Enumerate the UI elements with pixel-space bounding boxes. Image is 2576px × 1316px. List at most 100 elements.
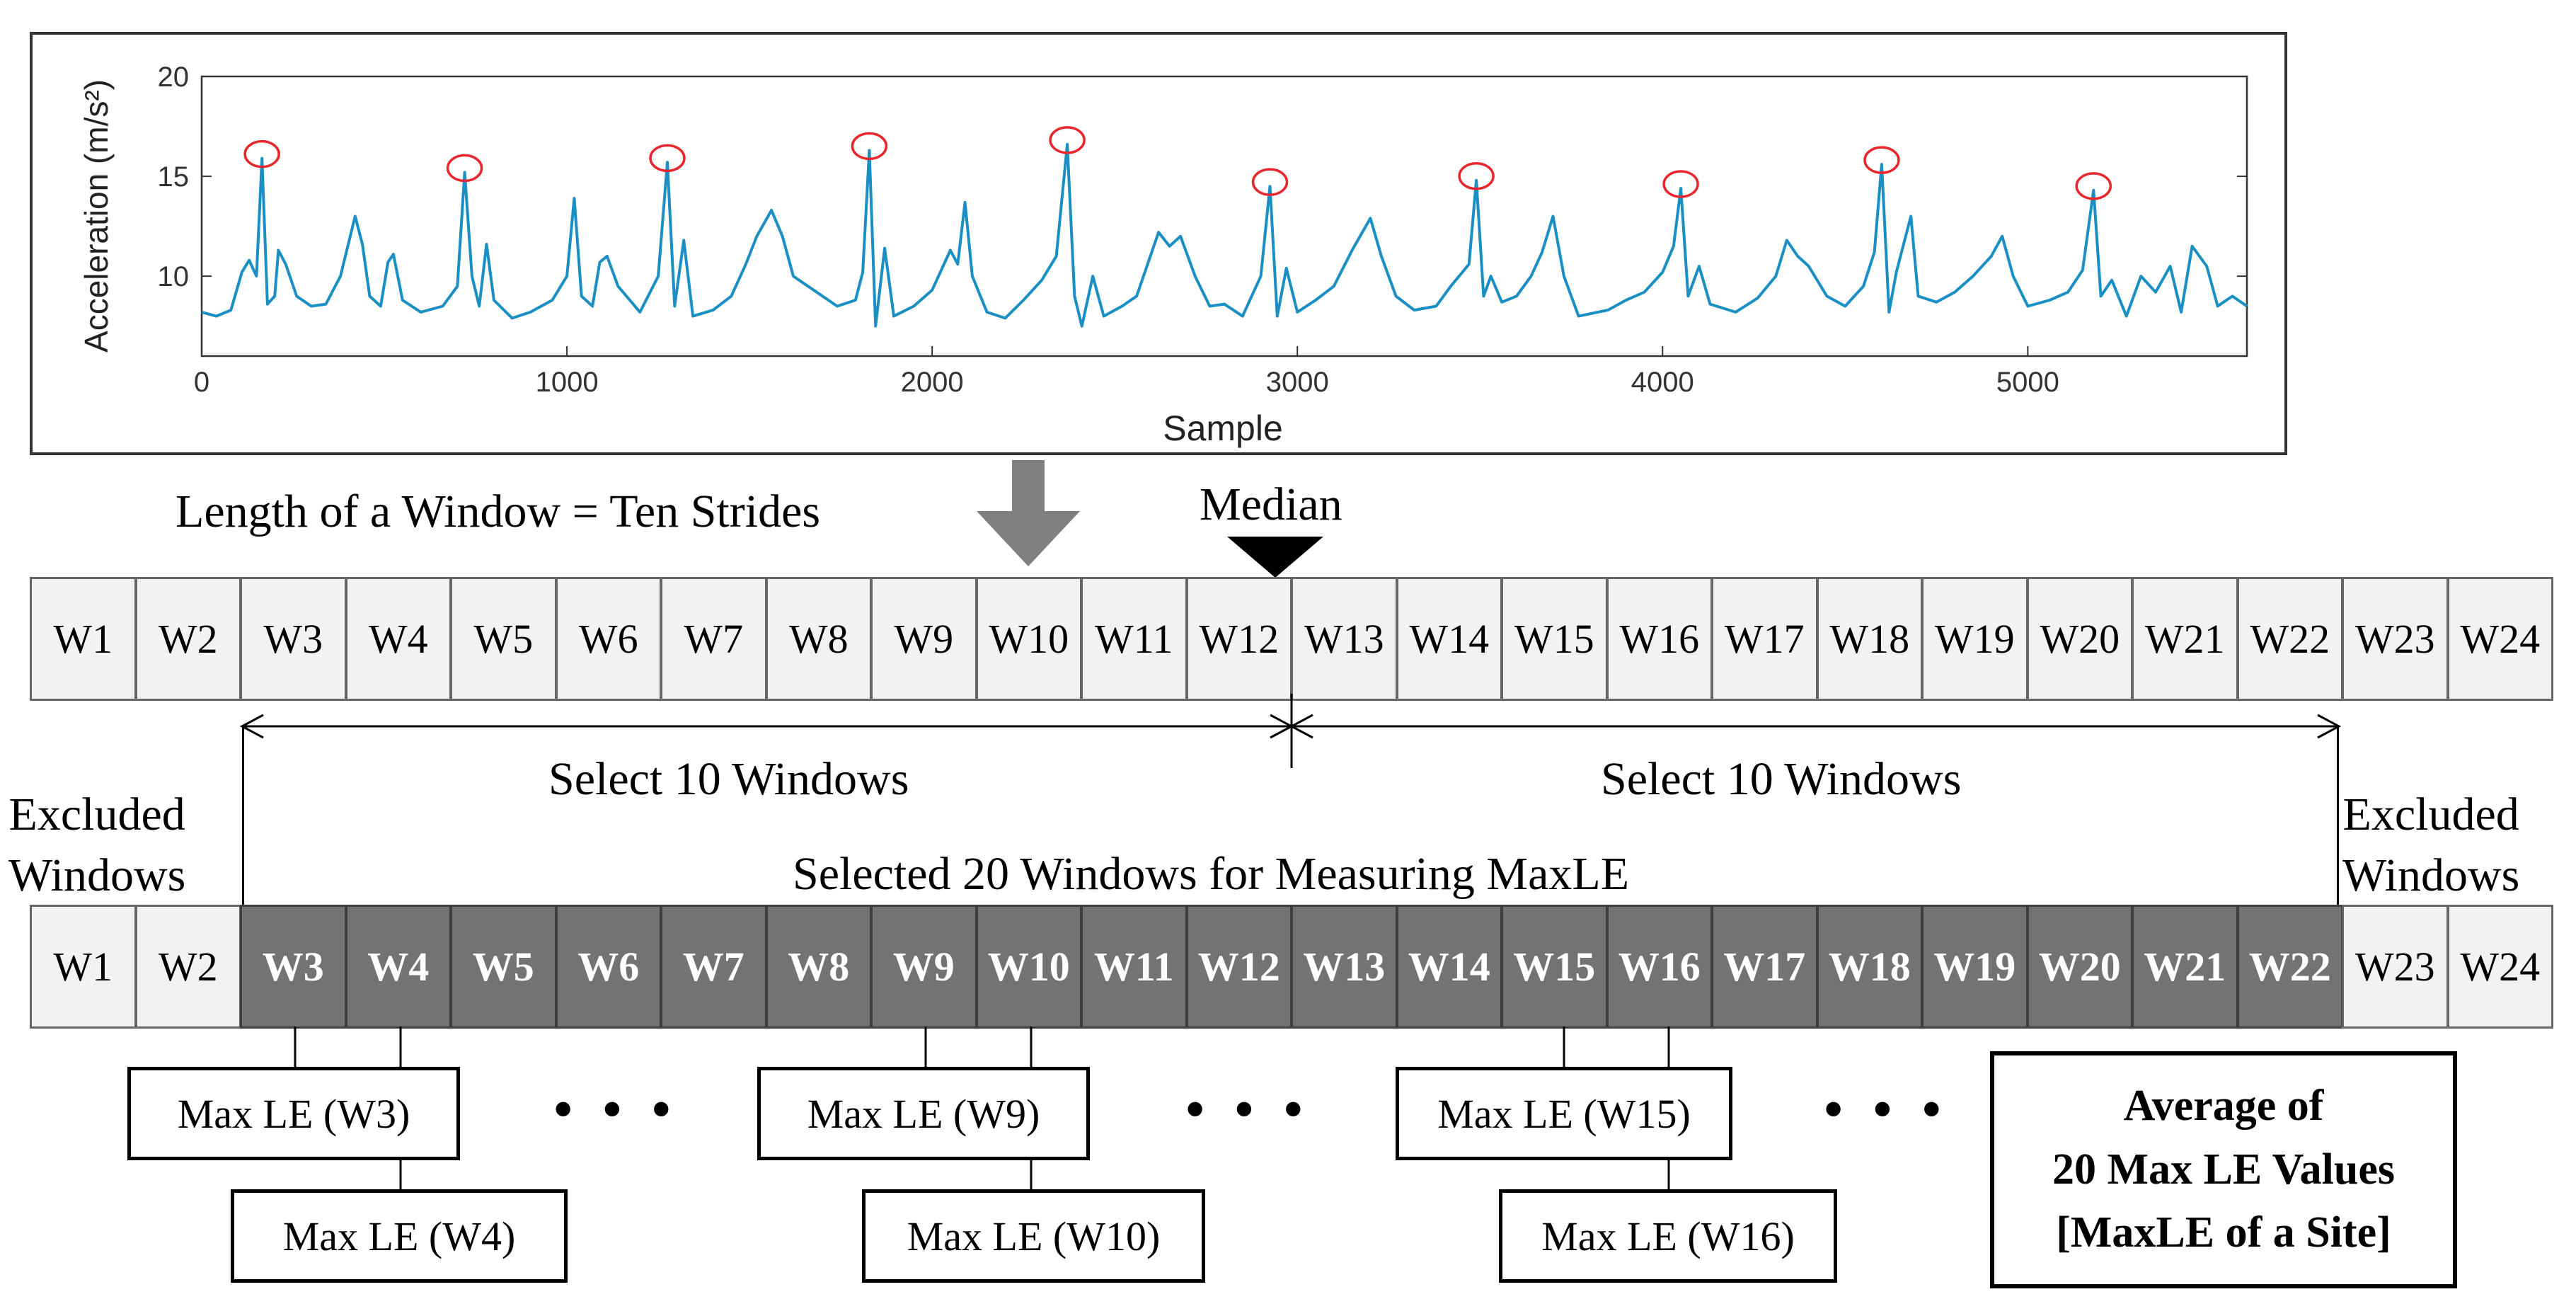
selected-window-w5: W5 — [450, 905, 557, 1029]
window-w14: W14 — [1396, 577, 1502, 701]
selected-window-w11: W11 — [1081, 905, 1188, 1029]
peak-marker — [1458, 161, 1495, 190]
y-tick-label: 20 — [158, 62, 190, 93]
plot-area — [200, 75, 2248, 357]
down-arrow-icon — [977, 460, 1080, 566]
y-axis-label: Acceleration (m/s²) — [78, 79, 115, 353]
window-w10: W10 — [975, 577, 1082, 701]
excluded-left-line2: Windows — [8, 849, 186, 901]
selected-window-w10: W10 — [975, 905, 1082, 1029]
peak-marker — [1049, 126, 1086, 154]
peak-marker — [2075, 172, 2112, 200]
y-tick-label: 15 — [158, 161, 190, 193]
ellipsis-3: ••• — [1819, 1082, 1966, 1140]
window-w13: W13 — [1291, 577, 1398, 701]
ellipsis-1: ••• — [548, 1082, 696, 1140]
average-line2: 20 Max LE Values — [2052, 1145, 2396, 1194]
average-line3: [MaxLE of a Site] — [2056, 1208, 2391, 1257]
excluded-right-label: Excluded Windows — [2342, 784, 2519, 906]
excluded-right-line2: Windows — [2342, 849, 2520, 901]
window-w19: W19 — [1921, 577, 2028, 701]
selected-window-w16: W16 — [1606, 905, 1713, 1029]
selected-window-w17: W17 — [1711, 905, 1818, 1029]
selected-window-w1: W1 — [30, 905, 137, 1029]
selected-window-w24: W24 — [2446, 905, 2553, 1029]
maxle-box-w16: Max LE (W16) — [1499, 1189, 1837, 1283]
window-w23: W23 — [2342, 577, 2449, 701]
window-w6: W6 — [555, 577, 662, 701]
x-tick-label: 2000 — [901, 367, 964, 398]
maxle-box-w4: Max LE (W4) — [231, 1189, 568, 1283]
selected-window-w23: W23 — [2342, 905, 2449, 1029]
selected-window-w9: W9 — [870, 905, 977, 1029]
acceleration-series-line — [201, 142, 2248, 328]
x-tick-label: 3000 — [1266, 367, 1329, 398]
selected-window-w8: W8 — [765, 905, 872, 1029]
selected-windows-label: Selected 20 Windows for Measuring MaxLE — [793, 848, 1630, 900]
x-tick-label: 5000 — [1996, 367, 2059, 398]
y-tick-label: 10 — [158, 261, 190, 292]
x-tick-label: 4000 — [1631, 367, 1694, 398]
selected-window-w7: W7 — [660, 905, 767, 1029]
selected-window-w13: W13 — [1291, 905, 1398, 1029]
excluded-left-label: Excluded Windows — [8, 784, 185, 906]
window-w21: W21 — [2132, 577, 2238, 701]
excluded-left-line1: Excluded — [8, 789, 185, 840]
excluded-right-line1: Excluded — [2342, 789, 2519, 840]
maxle-box-w15: Max LE (W15) — [1396, 1067, 1732, 1160]
selected-window-w15: W15 — [1501, 905, 1608, 1029]
x-tick-label: 0 — [194, 367, 209, 398]
window-w5: W5 — [450, 577, 557, 701]
peak-marker — [446, 154, 483, 183]
selected-window-w21: W21 — [2132, 905, 2238, 1029]
average-maxle-box: Average of 20 Max LE Values [MaxLE of a … — [1990, 1051, 2457, 1288]
ellipsis-2: ••• — [1180, 1082, 1328, 1140]
median-marker-icon — [1227, 537, 1323, 578]
window-w11: W11 — [1081, 577, 1188, 701]
window-w24: W24 — [2446, 577, 2553, 701]
maxle-box-w9: Max LE (W9) — [757, 1067, 1090, 1160]
selected-window-w6: W6 — [555, 905, 662, 1029]
x-axis-label: Sample — [1163, 408, 1283, 448]
window-w1: W1 — [30, 577, 137, 701]
maxle-box-w3: Max LE (W3) — [127, 1067, 460, 1160]
window-w18: W18 — [1816, 577, 1923, 701]
x-tick-label: 1000 — [536, 367, 599, 398]
peak-marker — [851, 132, 888, 161]
peak-marker — [649, 144, 686, 173]
window-w15: W15 — [1501, 577, 1608, 701]
median-label: Median — [1200, 479, 1342, 530]
window-w16: W16 — [1606, 577, 1713, 701]
selected-window-w22: W22 — [2236, 905, 2343, 1029]
selected-window-w18: W18 — [1816, 905, 1923, 1029]
window-length-label: Length of a Window = Ten Strides — [176, 486, 821, 537]
window-w17: W17 — [1711, 577, 1818, 701]
selected-window-w19: W19 — [1921, 905, 2028, 1029]
maxle-box-w10: Max LE (W10) — [862, 1189, 1205, 1283]
window-w9: W9 — [870, 577, 977, 701]
selected-window-w3: W3 — [240, 905, 347, 1029]
window-w8: W8 — [765, 577, 872, 701]
peak-marker — [1863, 146, 1900, 174]
select-left-label: Select 10 Windows — [548, 753, 909, 805]
selected-window-w12: W12 — [1185, 905, 1292, 1029]
window-w2: W2 — [134, 577, 241, 701]
select-right-label: Select 10 Windows — [1601, 753, 1962, 805]
window-w4: W4 — [345, 577, 452, 701]
window-w3: W3 — [240, 577, 347, 701]
selected-window-w14: W14 — [1396, 905, 1502, 1029]
window-w20: W20 — [2026, 577, 2133, 701]
window-w7: W7 — [660, 577, 767, 701]
peak-marker — [1251, 168, 1289, 196]
selection-span-arrows — [239, 694, 2342, 768]
peak-marker — [243, 139, 280, 168]
selected-window-w2: W2 — [134, 905, 241, 1029]
average-line1: Average of — [2123, 1081, 2324, 1130]
acceleration-chart: 0 1000 2000 3000 4000 5000 10 15 20 Sample Accel… — [78, 62, 2248, 448]
selected-window-w4: W4 — [345, 905, 452, 1029]
window-w22: W22 — [2236, 577, 2343, 701]
selection-bracket — [242, 726, 2339, 910]
window-w12: W12 — [1185, 577, 1292, 701]
selected-window-w20: W20 — [2026, 905, 2133, 1029]
peak-marker — [1662, 170, 1699, 198]
